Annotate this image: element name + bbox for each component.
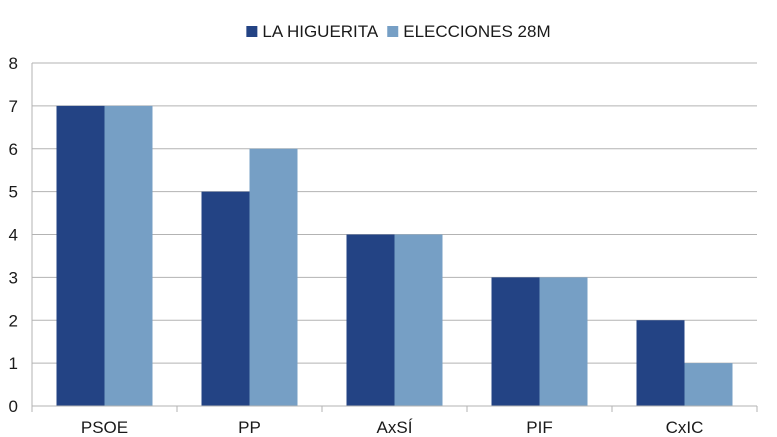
bar bbox=[56, 105, 105, 406]
legend-swatch bbox=[387, 26, 399, 37]
y-tick-label: 1 bbox=[9, 354, 18, 373]
bar bbox=[394, 234, 443, 406]
bar bbox=[636, 320, 685, 406]
legend-swatch bbox=[246, 26, 258, 37]
x-category-label: AxSÍ bbox=[377, 418, 413, 437]
x-axis-labels: PSOE PP AxSÍ PIF CxIC bbox=[81, 418, 704, 437]
legend-label: LA HIGUERITA bbox=[262, 22, 379, 41]
bar bbox=[491, 277, 540, 406]
bar bbox=[539, 277, 588, 406]
y-tick-label: 0 bbox=[9, 397, 18, 416]
y-axis-ticks: 0 1 2 3 4 5 6 7 8 bbox=[9, 54, 18, 416]
x-category-label: CxIC bbox=[666, 418, 704, 437]
y-tick-label: 2 bbox=[9, 311, 18, 330]
x-category-label: PSOE bbox=[81, 418, 128, 437]
legend-label: ELECCIONES 28M bbox=[403, 22, 550, 41]
bars bbox=[56, 105, 733, 406]
y-tick-label: 5 bbox=[9, 183, 18, 202]
x-category-label: PIF bbox=[526, 418, 552, 437]
bar bbox=[201, 191, 250, 406]
bar bbox=[684, 363, 733, 406]
bar bbox=[346, 234, 395, 406]
x-category-label: PP bbox=[238, 418, 261, 437]
legend: LA HIGUERITA ELECCIONES 28M bbox=[246, 22, 551, 41]
bar bbox=[249, 148, 298, 406]
y-tick-label: 3 bbox=[9, 268, 18, 287]
bar bbox=[104, 105, 153, 406]
y-tick-label: 4 bbox=[9, 226, 18, 245]
y-tick-label: 8 bbox=[9, 54, 18, 73]
y-tick-label: 7 bbox=[9, 97, 18, 116]
axes bbox=[31, 63, 758, 412]
y-tick-label: 6 bbox=[9, 140, 18, 159]
